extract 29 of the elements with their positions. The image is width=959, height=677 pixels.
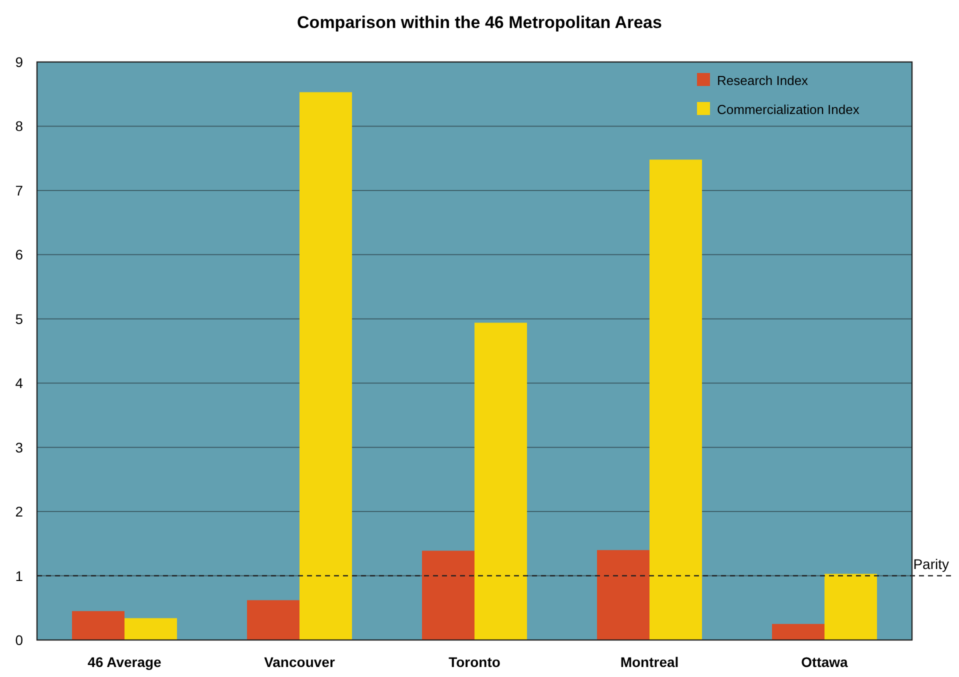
y-tick-label: 8 [15, 118, 24, 134]
legend-label: Research Index [717, 73, 809, 88]
bar [72, 611, 124, 640]
y-tick-label: 0 [15, 632, 24, 648]
y-tick-label: 3 [15, 439, 24, 456]
y-tick-label: 9 [15, 54, 24, 70]
x-tick-label: Toronto [448, 654, 500, 670]
x-tick-label: Vancouver [264, 654, 336, 670]
x-tick-label: Ottawa [801, 654, 848, 670]
y-tick-label: 6 [15, 246, 24, 263]
bar [422, 550, 474, 640]
bar [474, 322, 527, 640]
y-tick-label: 5 [15, 310, 24, 327]
bar [597, 550, 650, 640]
bar [247, 600, 300, 640]
y-tick-label: 2 [15, 504, 24, 520]
chart-title: Comparison within the 46 Metropolitan Areas [297, 13, 662, 32]
y-tick-label: 7 [15, 182, 24, 198]
y-tick-label: 4 [15, 375, 24, 392]
bar [300, 92, 352, 640]
x-tick-label: 46 Average [88, 654, 162, 670]
bar [824, 574, 877, 640]
bar [124, 618, 177, 640]
bar [772, 624, 824, 640]
ref-line-label: Parity [913, 556, 949, 572]
x-tick-label: Montreal [620, 654, 679, 670]
y-tick-label: 1 [15, 568, 24, 584]
legend-label: Commercialization Index [717, 102, 860, 117]
bar [650, 160, 702, 640]
